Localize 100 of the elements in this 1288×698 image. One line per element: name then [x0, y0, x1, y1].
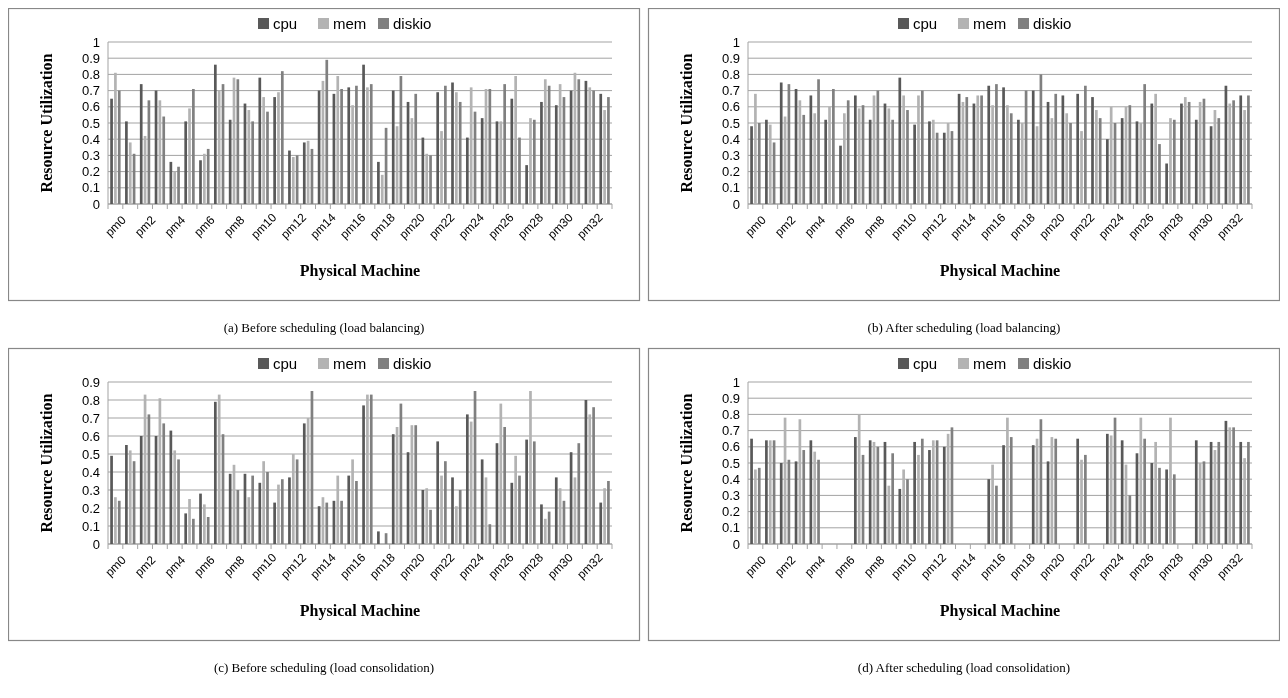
y-tick-label: 0.7	[721, 423, 740, 439]
bar	[192, 518, 195, 544]
bar	[203, 153, 206, 204]
x-axis-title: Physical Machine	[939, 262, 1061, 280]
bar	[1158, 467, 1161, 544]
bar	[607, 97, 610, 204]
bar	[757, 123, 761, 204]
legend-label: cpu	[913, 15, 938, 33]
bar	[928, 450, 931, 544]
bar	[192, 88, 195, 204]
bar	[1076, 438, 1080, 544]
bar	[898, 77, 902, 204]
bar	[217, 90, 221, 204]
y-tick-label: 0.2	[81, 500, 100, 516]
bar	[832, 88, 835, 204]
bar	[291, 454, 295, 544]
bar	[906, 479, 909, 544]
bar	[503, 427, 507, 544]
y-tick-label: 0.3	[81, 147, 100, 163]
bar	[444, 85, 447, 204]
text: (b) After scheduling (load balancing)	[867, 320, 1061, 335]
bar	[458, 490, 462, 544]
bar	[425, 153, 429, 204]
bar	[1069, 123, 1072, 204]
bar	[480, 118, 484, 204]
y-axis-title: Resource Utilization	[678, 393, 695, 533]
bar	[440, 131, 443, 204]
y-tick-label: 0.6	[81, 428, 100, 444]
y-tick-label: 0.3	[721, 487, 740, 503]
y-tick-label: 1	[732, 374, 740, 390]
bar	[436, 441, 440, 544]
bar	[1232, 100, 1235, 204]
y-tick-label: 0.1	[721, 520, 740, 536]
bar	[750, 126, 753, 204]
bar	[347, 87, 351, 204]
y-tick-label: 0.3	[721, 147, 740, 163]
y-tick-label: 0.8	[721, 66, 740, 82]
y-tick-label: 0.2	[721, 504, 740, 520]
y-tick-label: 0.4	[721, 131, 740, 147]
bar	[887, 108, 891, 204]
bar	[906, 110, 909, 204]
bar	[414, 425, 418, 544]
bar	[540, 504, 543, 544]
bar	[480, 459, 484, 544]
bar	[1217, 118, 1221, 204]
legend-label: mem	[973, 355, 1007, 373]
bar	[813, 451, 817, 544]
bar	[206, 517, 210, 544]
y-tick-label: 0.2	[81, 164, 100, 180]
bar	[429, 155, 432, 204]
bar	[543, 79, 547, 204]
bar	[1180, 103, 1183, 204]
bar	[765, 119, 768, 204]
legend-label: cpu	[273, 355, 298, 373]
bar	[325, 502, 329, 544]
bar	[291, 157, 295, 204]
bar	[1120, 118, 1124, 204]
bar	[532, 119, 536, 204]
bar	[603, 110, 606, 204]
bar	[991, 464, 994, 544]
bar	[891, 119, 895, 204]
y-axis-title: Resource Utilization	[38, 393, 55, 533]
bar	[1228, 103, 1232, 204]
bar	[754, 469, 757, 544]
text: (c) Before scheduling (load consolidation)	[213, 660, 435, 675]
bar	[1183, 97, 1187, 204]
bar	[1006, 105, 1009, 204]
bar	[184, 513, 188, 544]
bar	[1080, 131, 1083, 204]
bar	[369, 84, 373, 204]
y-tick-label: 0.7	[81, 83, 100, 99]
bar	[173, 450, 177, 544]
bar	[1172, 474, 1176, 544]
bar	[1020, 123, 1024, 204]
text: (d) After scheduling (load consolidation)	[857, 660, 1071, 675]
bar	[828, 106, 831, 204]
bar	[488, 524, 492, 544]
bar	[455, 506, 458, 544]
bar	[1006, 417, 1009, 544]
bar	[184, 121, 188, 204]
bar	[1084, 454, 1087, 544]
legend-label: diskio	[1033, 355, 1072, 373]
bar	[913, 441, 916, 544]
bar	[162, 423, 166, 544]
bar	[262, 461, 265, 544]
bar	[1154, 441, 1157, 544]
bar	[802, 450, 806, 544]
bar	[876, 90, 880, 204]
bar	[965, 97, 969, 204]
bar	[228, 473, 232, 544]
y-axis-title: Resource Utilization	[678, 53, 695, 193]
bar	[262, 97, 265, 204]
bar	[206, 148, 210, 204]
bar	[987, 85, 991, 204]
bar	[995, 84, 998, 204]
bar	[1217, 441, 1221, 544]
bar	[139, 436, 143, 544]
y-tick-label: 0.8	[81, 66, 100, 82]
bar	[162, 116, 166, 204]
y-tick-label: 0.9	[721, 50, 740, 66]
